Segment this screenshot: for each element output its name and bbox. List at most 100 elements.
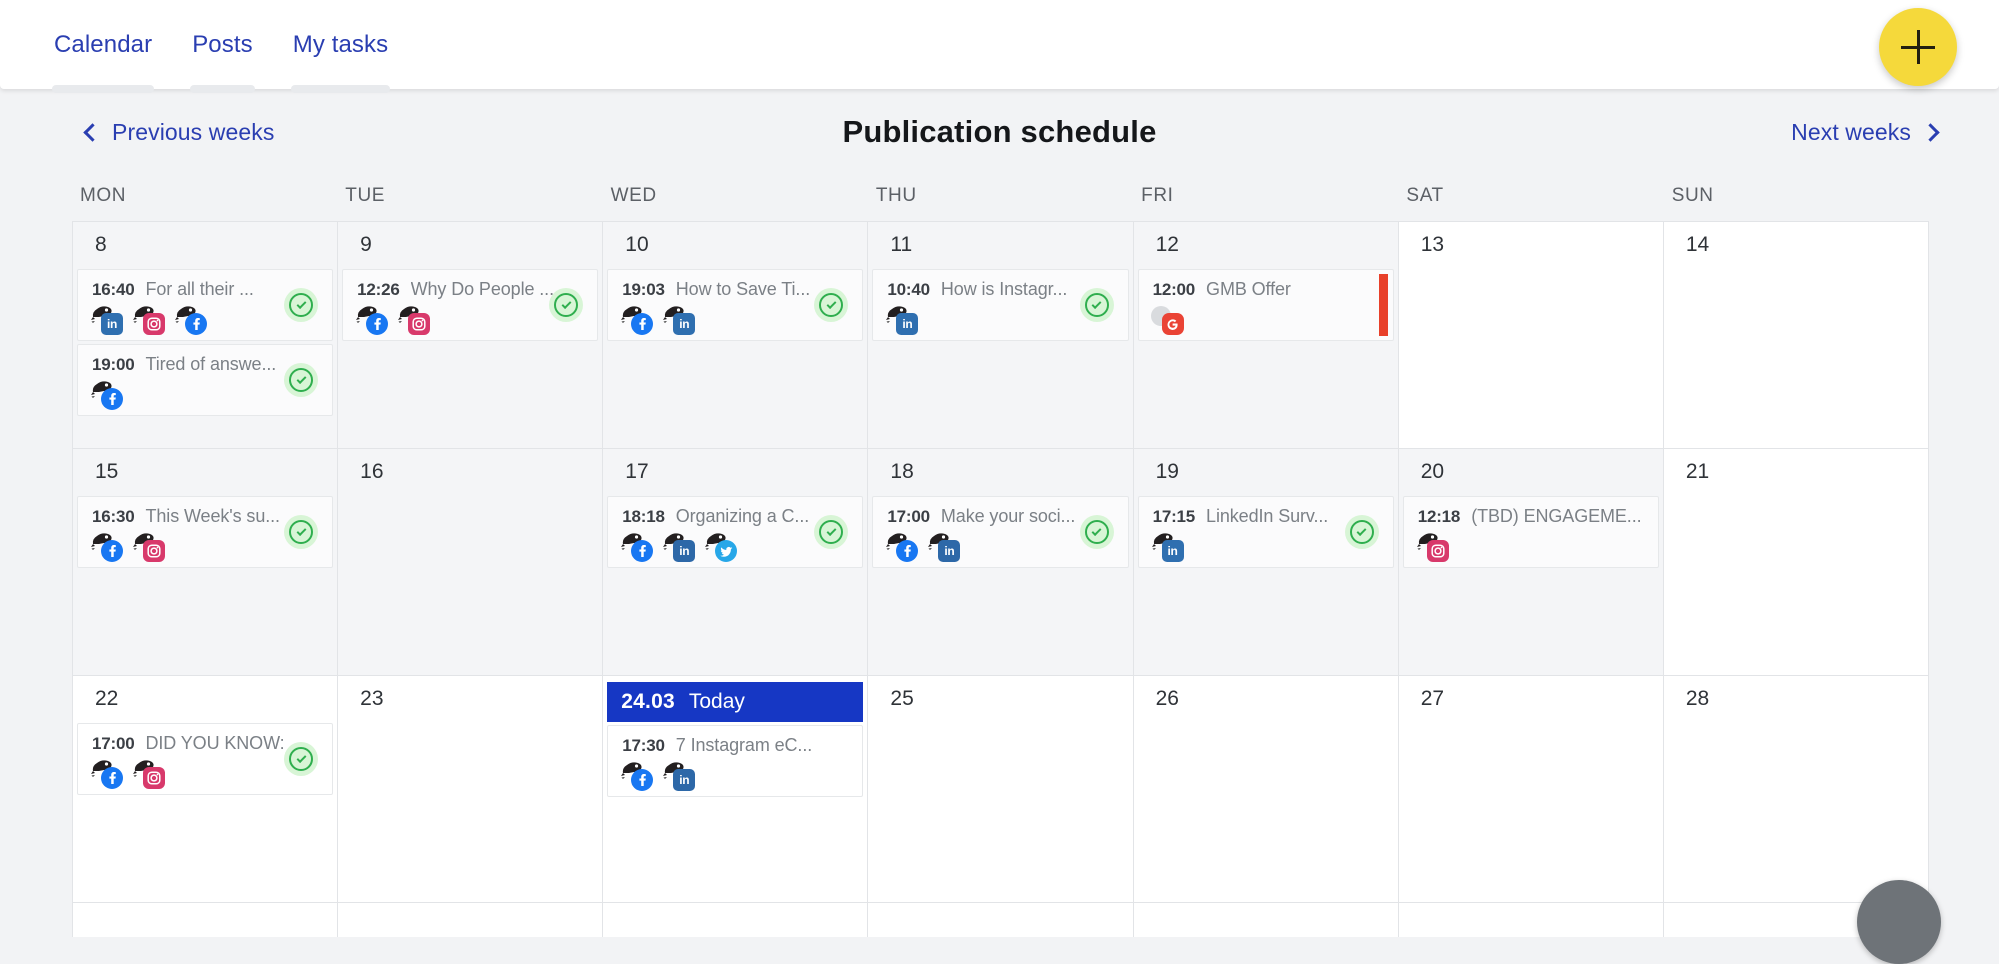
day-number: 10 (603, 222, 867, 266)
account-icon-facebook[interactable] (620, 762, 654, 788)
check-icon (1357, 526, 1367, 536)
account-icon-linkedin-dark[interactable]: in (662, 762, 696, 788)
day-cell[interactable]: 26 (1134, 676, 1399, 903)
schedule-nav: Previous weeks Publication schedule Next… (0, 89, 1999, 175)
account-icon-instagram[interactable] (132, 306, 166, 332)
account-icon-facebook[interactable] (90, 381, 124, 407)
account-icon-twitter[interactable] (704, 533, 738, 559)
instagram-icon (408, 313, 430, 335)
account-icon-linkedin[interactable]: in (662, 306, 696, 332)
check-icon (826, 299, 836, 309)
account-icon-instagram[interactable] (397, 306, 431, 332)
account-icon-facebook[interactable] (885, 533, 919, 559)
account-icon-instagram[interactable] (132, 533, 166, 559)
day-cell[interactable]: 28 (1664, 676, 1929, 903)
check-icon (296, 374, 306, 384)
account-icon-linkedin-dark[interactable]: in (662, 533, 696, 559)
day-cell[interactable] (1399, 903, 1664, 937)
account-icon-linkedin-dark[interactable]: in (927, 533, 961, 559)
day-cell[interactable]: 14 (1664, 222, 1929, 449)
previous-weeks-label: Previous weeks (112, 119, 274, 146)
account-icon-facebook[interactable] (174, 306, 208, 332)
event-header: 12:18(TBD) ENGAGEME... (1404, 497, 1658, 527)
event-time: 17:30 (622, 736, 664, 756)
event-title: How is Instagr... (941, 279, 1067, 300)
tab-posts[interactable]: Posts (190, 0, 255, 89)
account-icon-linkedin[interactable]: in (90, 306, 124, 332)
day-cell[interactable]: 21 (1664, 449, 1929, 676)
event-card[interactable]: 10:40 How is Instagr... in (872, 269, 1128, 341)
day-cell[interactable]: 27 (1399, 676, 1664, 903)
account-icon-google[interactable] (1151, 306, 1185, 332)
add-post-fab[interactable] (1879, 8, 1957, 86)
account-icon-instagram[interactable] (1416, 533, 1450, 559)
next-weeks-button[interactable]: Next weeks (1791, 119, 1937, 146)
day-number: 12 (1134, 222, 1398, 266)
day-number: 8 (73, 222, 337, 266)
day-cell[interactable] (868, 903, 1133, 937)
account-icon-instagram[interactable] (132, 760, 166, 786)
tab-calendar[interactable]: Calendar (52, 0, 154, 89)
day-cell[interactable] (1134, 903, 1399, 937)
facebook-icon (631, 540, 653, 562)
linkedin-icon: in (673, 313, 695, 335)
status-badge-published (284, 363, 318, 397)
account-icon-facebook[interactable] (620, 306, 654, 332)
day-cell[interactable] (603, 903, 868, 937)
check-circle-icon (1085, 520, 1109, 544)
day-cell[interactable] (73, 903, 338, 937)
account-icon-linkedin[interactable]: in (885, 306, 919, 332)
day-cell[interactable] (338, 903, 603, 937)
account-icon-facebook[interactable] (90, 533, 124, 559)
status-badge-published (549, 288, 583, 322)
check-icon (1092, 299, 1102, 309)
day-header-tue: TUE (337, 185, 602, 207)
instagram-icon (143, 313, 165, 335)
status-badge-published (284, 288, 318, 322)
day-cell[interactable]: 25 (868, 676, 1133, 903)
day-cell[interactable]: 13 (1399, 222, 1664, 449)
status-badge-published (814, 288, 848, 322)
status-badge-published (1080, 288, 1114, 322)
event-card[interactable]: 12:18(TBD) ENGAGEME... (1403, 496, 1659, 568)
account-icon-facebook[interactable] (620, 533, 654, 559)
check-circle-icon (819, 293, 843, 317)
event-time: 10:40 (887, 280, 929, 300)
previous-weeks-button[interactable]: Previous weeks (86, 119, 274, 146)
day-number: 17 (603, 449, 867, 493)
facebook-icon (101, 388, 123, 410)
event-title: Organizing a C... (676, 506, 809, 527)
day-number: 23 (338, 676, 602, 720)
account-icon-facebook[interactable] (355, 306, 389, 332)
tab-my-tasks[interactable]: My tasks (291, 0, 390, 89)
day-cell[interactable]: 16 (338, 449, 603, 676)
account-icon-linkedin[interactable]: in (1151, 533, 1185, 559)
day-cell[interactable]: 23 (338, 676, 603, 903)
account-icon-facebook[interactable] (90, 760, 124, 786)
help-bubble[interactable] (1857, 880, 1941, 964)
